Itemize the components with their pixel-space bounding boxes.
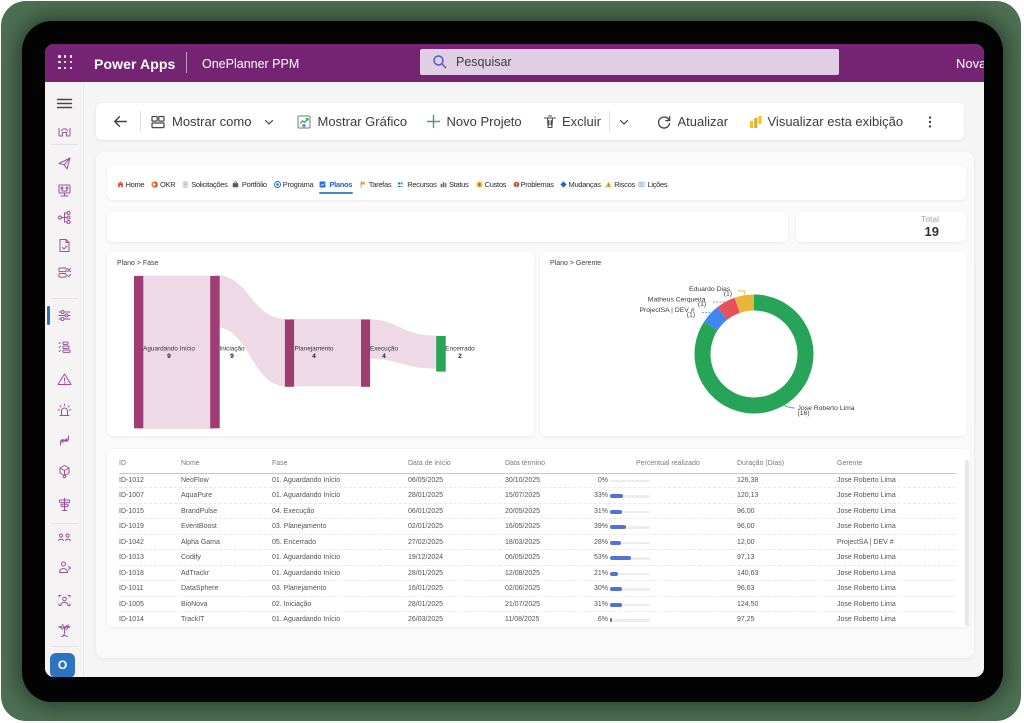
- svg-text:4: 4: [382, 353, 386, 360]
- svg-text:9: 9: [230, 353, 234, 360]
- svg-text:(1): (1): [687, 312, 695, 319]
- svg-text:Aguardando Início: Aguardando Início: [143, 346, 195, 353]
- svg-text:Encerrado: Encerrado: [445, 346, 475, 353]
- svg-text:4: 4: [312, 353, 316, 360]
- svg-text:Jose Roberto Lima: Jose Roberto Lima: [798, 405, 855, 412]
- svg-text:2: 2: [458, 353, 462, 360]
- svg-text:(1): (1): [698, 301, 706, 308]
- svg-text:(16): (16): [798, 410, 810, 417]
- svg-text:Eduardo Dias: Eduardo Dias: [689, 286, 731, 293]
- svg-text:Matheus Cerqueira: Matheus Cerqueira: [648, 297, 706, 304]
- svg-text:9: 9: [167, 353, 171, 360]
- svg-text:(1): (1): [724, 290, 732, 297]
- svg-text:Execução: Execução: [370, 346, 399, 353]
- svg-text:ProjectSA | DEV #: ProjectSA | DEV #: [639, 307, 694, 314]
- svg-text:Planejamento: Planejamento: [294, 346, 334, 353]
- svg-text:Iniciação: Iniciação: [219, 346, 245, 353]
